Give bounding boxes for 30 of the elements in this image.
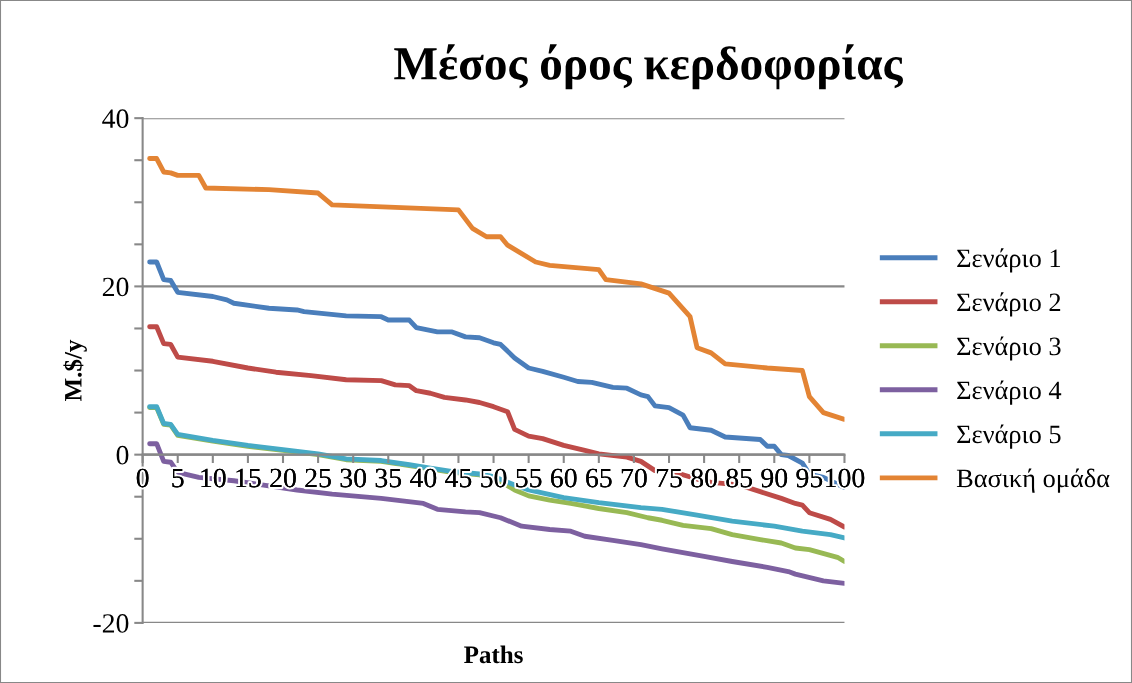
x-tick-label: 20 (270, 468, 296, 488)
y-tick-label: -20 (93, 614, 129, 633)
x-tick-label: 60 (551, 468, 577, 488)
x-tick-label: 65 (586, 468, 612, 488)
legend-label: Βασική ομάδα (956, 468, 1110, 493)
legend-label: Σενάριο 1 (957, 248, 1061, 273)
legend-label: Σενάριο 3 (957, 336, 1061, 361)
x-tick-label: 5 (172, 468, 184, 488)
x-tick-label: 0 (136, 468, 149, 488)
chart-title: Μέσος όρος κερδοφορίας (394, 44, 903, 90)
x-tick-label: 25 (305, 468, 331, 488)
x-tick-label: 95 (796, 468, 823, 488)
x-tick-label: 55 (516, 468, 542, 488)
y-tick-label: 40 (102, 109, 129, 129)
x-tick-label: 75 (656, 468, 682, 488)
x-tick-label: 90 (761, 468, 788, 488)
x-tick-label: 35 (375, 468, 402, 488)
x-tick-label: 70 (621, 468, 647, 488)
y-tick-label: 0 (116, 445, 129, 465)
x-tick-label: 40 (410, 468, 437, 488)
y-axis-title: M.$/y (63, 339, 87, 401)
y-tick-label: 20 (102, 277, 129, 297)
x-axis-title: Paths (464, 645, 523, 664)
legend-label: Σενάριο 5 (957, 424, 1061, 449)
legend-label: Σενάριο 4 (957, 380, 1062, 405)
x-tick-label: 100 (826, 468, 865, 488)
legend-label: Σενάριο 2 (957, 292, 1061, 317)
x-tick-label: 30 (340, 468, 367, 488)
line-series (147, 156, 845, 422)
x-tick-label: 10 (201, 468, 226, 488)
